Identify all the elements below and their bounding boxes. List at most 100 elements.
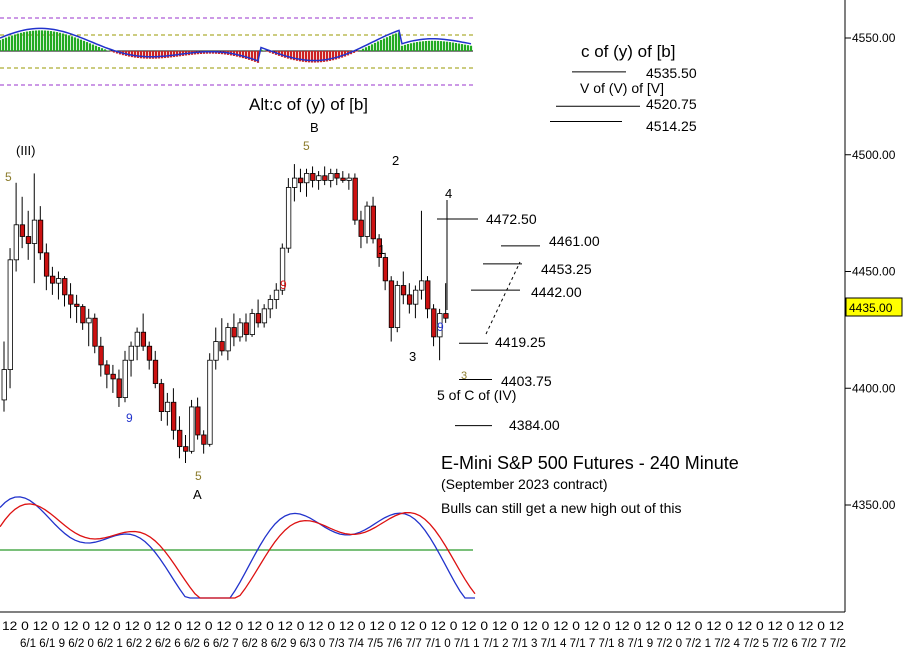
candle-body xyxy=(359,220,364,236)
candle-body xyxy=(8,260,13,370)
candle-body xyxy=(238,323,243,337)
price-level-label: 4419.25 xyxy=(495,334,546,350)
price-level-label: 4384.00 xyxy=(509,417,560,433)
price-level-label: 4535.50 xyxy=(646,65,697,81)
price-level-label: 4442.00 xyxy=(531,284,582,300)
candle-body xyxy=(177,430,182,446)
chart-subtitle: (September 2023 contract) xyxy=(441,476,608,492)
candle-body xyxy=(20,225,25,237)
candle-body xyxy=(323,176,328,181)
candle-body xyxy=(14,225,19,260)
chart-comment: Bulls can still get a new high out of th… xyxy=(441,500,681,516)
candle-body xyxy=(153,360,158,383)
x-time-labels: 12 0 12 0 12 0 12 0 12 0 12 0 12 0 12 0 … xyxy=(2,621,844,633)
candle-body xyxy=(220,342,225,351)
price-level-label: 4461.00 xyxy=(549,233,600,249)
candle-body xyxy=(419,281,424,290)
candle-body xyxy=(87,318,92,323)
oscillator-pane xyxy=(0,497,475,598)
candle-body xyxy=(196,407,201,435)
candle-body xyxy=(32,220,37,243)
v-of-v-label: V of (V) of [V] xyxy=(580,80,664,96)
candle-body xyxy=(329,173,334,180)
price-level-label: 4514.25 xyxy=(646,118,697,134)
candle-body xyxy=(444,314,449,319)
candle-body xyxy=(117,379,122,398)
td-count-9-red: 9 xyxy=(280,278,287,292)
candle-body xyxy=(81,307,86,323)
candle-body xyxy=(347,178,352,180)
candle-body xyxy=(305,173,310,182)
price-level-label: 4520.75 xyxy=(646,96,697,112)
price-level-label: 4453.25 xyxy=(541,261,592,277)
y-tick-label: 4500.00 xyxy=(852,148,896,162)
candle-body xyxy=(147,346,152,360)
candle-body xyxy=(171,402,176,430)
candle-body xyxy=(159,384,164,412)
td-count-9-blue-left: 9 xyxy=(126,411,133,425)
candle-body xyxy=(214,342,219,361)
candle-body xyxy=(105,365,110,374)
candle-body xyxy=(262,309,267,323)
td-count-9-blue-right: 9 xyxy=(437,320,444,334)
candle-body xyxy=(184,447,189,452)
candle-body xyxy=(395,286,400,328)
candle-body xyxy=(232,328,237,337)
candle-body xyxy=(286,187,291,248)
wave-label-3: 3 xyxy=(409,349,416,364)
candle-body xyxy=(268,300,273,309)
candle-body xyxy=(123,360,128,397)
candle-body xyxy=(208,360,213,444)
candle-body xyxy=(371,206,376,239)
wave-label-a: A xyxy=(193,487,202,502)
wave-label-5-b: 5 xyxy=(303,139,310,153)
candle-body xyxy=(292,178,297,187)
candle-body xyxy=(111,374,116,379)
y-tick-label: 4350.00 xyxy=(852,498,896,512)
current-price-label: 4435.00 xyxy=(849,301,893,315)
x-date-labels: 6/1 6/1 9 6/2 0 6/2 1 6/2 2 6/2 6 6/2 6 … xyxy=(20,638,846,650)
candle-body xyxy=(135,332,140,346)
candle-body xyxy=(401,286,406,295)
candle-body xyxy=(63,279,68,295)
candle-body xyxy=(190,407,195,451)
histogram-pane xyxy=(0,18,473,85)
candle-body xyxy=(353,178,358,220)
candle-body xyxy=(432,309,437,337)
c-of-y-label: c of (y) of [b] xyxy=(581,42,675,61)
candle-body xyxy=(38,220,43,253)
candle-body xyxy=(413,290,418,304)
candle-body xyxy=(202,435,207,444)
candle-body xyxy=(141,332,146,346)
candle-body xyxy=(335,173,340,178)
chart-title: E-Mini S&P 500 Futures - 240 Minute xyxy=(441,453,739,473)
osc-red-line xyxy=(0,504,475,598)
candle-body xyxy=(226,328,231,351)
candle-body xyxy=(26,236,31,243)
candle-body xyxy=(93,318,98,346)
price-level-label: 4472.50 xyxy=(486,211,537,227)
candle-body xyxy=(56,279,61,284)
candle-body xyxy=(383,257,388,280)
wave-label-1: 1 xyxy=(378,242,385,257)
candle-body xyxy=(50,276,55,283)
candle-body xyxy=(274,290,279,299)
candle-body xyxy=(256,314,261,323)
candle-body xyxy=(244,323,249,335)
candle-body xyxy=(311,173,316,180)
candle-body xyxy=(165,402,170,411)
wave-label-5-a: 5 xyxy=(195,469,202,483)
candle-body xyxy=(389,281,394,328)
candle-body xyxy=(365,206,370,236)
wave-label-5-of-c: 5 of C of (IV) xyxy=(437,387,516,403)
candle-body xyxy=(69,295,74,304)
candle-body xyxy=(426,281,431,309)
candle-body xyxy=(75,304,80,306)
candle-body xyxy=(341,178,346,180)
candle-body xyxy=(129,346,134,360)
wave-label-5-left: 5 xyxy=(5,170,12,184)
projection-dotted-line xyxy=(486,262,520,334)
y-tick-label: 4550.00 xyxy=(852,31,896,45)
alt-count-label: Alt:c of (y) of [b] xyxy=(249,95,368,114)
wave-label-iii: (III) xyxy=(16,143,36,158)
